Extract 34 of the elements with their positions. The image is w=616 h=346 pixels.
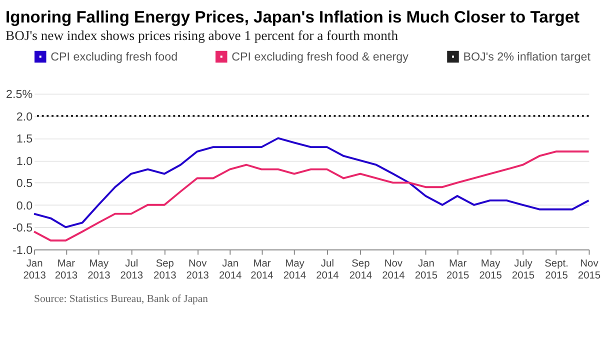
x-tick-label: Mar 2015 bbox=[446, 258, 470, 282]
y-tick-label: 2.5% bbox=[6, 88, 33, 102]
x-tick-label: Mar 2013 bbox=[54, 258, 78, 282]
legend-label: CPI excluding fresh food & energy bbox=[232, 50, 409, 64]
x-tick-label: Jan 2015 bbox=[414, 258, 438, 282]
y-tick-label: 1.5 bbox=[16, 132, 33, 146]
x-tick-label: Jul 2014 bbox=[316, 258, 340, 282]
x-tick-label: Nov 2015 bbox=[578, 258, 601, 282]
y-tick-label: 2.0 bbox=[16, 110, 34, 124]
x-tick-label: Jul 2013 bbox=[120, 258, 144, 282]
line-series bbox=[33, 137, 590, 228]
x-tick-label: July 2015 bbox=[512, 258, 535, 282]
x-tick-label: Nov 2014 bbox=[382, 258, 406, 282]
x-tick-label: Sep 2013 bbox=[154, 258, 177, 282]
y-tick-label: 0.5 bbox=[16, 177, 33, 190]
x-tick-label: Jan 2014 bbox=[219, 258, 242, 282]
x-tick-label: Jan 2013 bbox=[23, 258, 46, 282]
y-tick-label: -1.0 bbox=[12, 244, 34, 257]
legend-label: BOJ's 2% inflation target bbox=[463, 50, 592, 64]
x-tick-label: May 2014 bbox=[283, 258, 306, 282]
y-tick-label: 1.0 bbox=[16, 154, 34, 168]
y-tick-label: 0.0 bbox=[16, 199, 34, 212]
y-tick-label: -0.5 bbox=[12, 222, 33, 235]
chart-title: Ignoring Falling Energy Prices, Japan's Inflation is Much Closer to Target bbox=[5, 8, 580, 27]
x-tick-label: Nov 2013 bbox=[186, 258, 210, 282]
x-tick-label: Sep 2014 bbox=[349, 258, 372, 282]
source-note: Source: Statistics Bureau, Bank of Japan bbox=[34, 292, 209, 305]
x-tick-label: May 2013 bbox=[88, 258, 111, 282]
x-tick-label: Sept. 2015 bbox=[544, 258, 568, 282]
x-tick-label: May 2015 bbox=[479, 258, 502, 282]
line-series bbox=[33, 150, 590, 242]
chart-subtitle: BOJ's new index shows prices rising above 1 percent for a fourth month bbox=[5, 28, 398, 44]
legend-label: CPI excluding fresh food bbox=[50, 50, 178, 64]
x-tick-label: Mar 2014 bbox=[250, 258, 274, 282]
